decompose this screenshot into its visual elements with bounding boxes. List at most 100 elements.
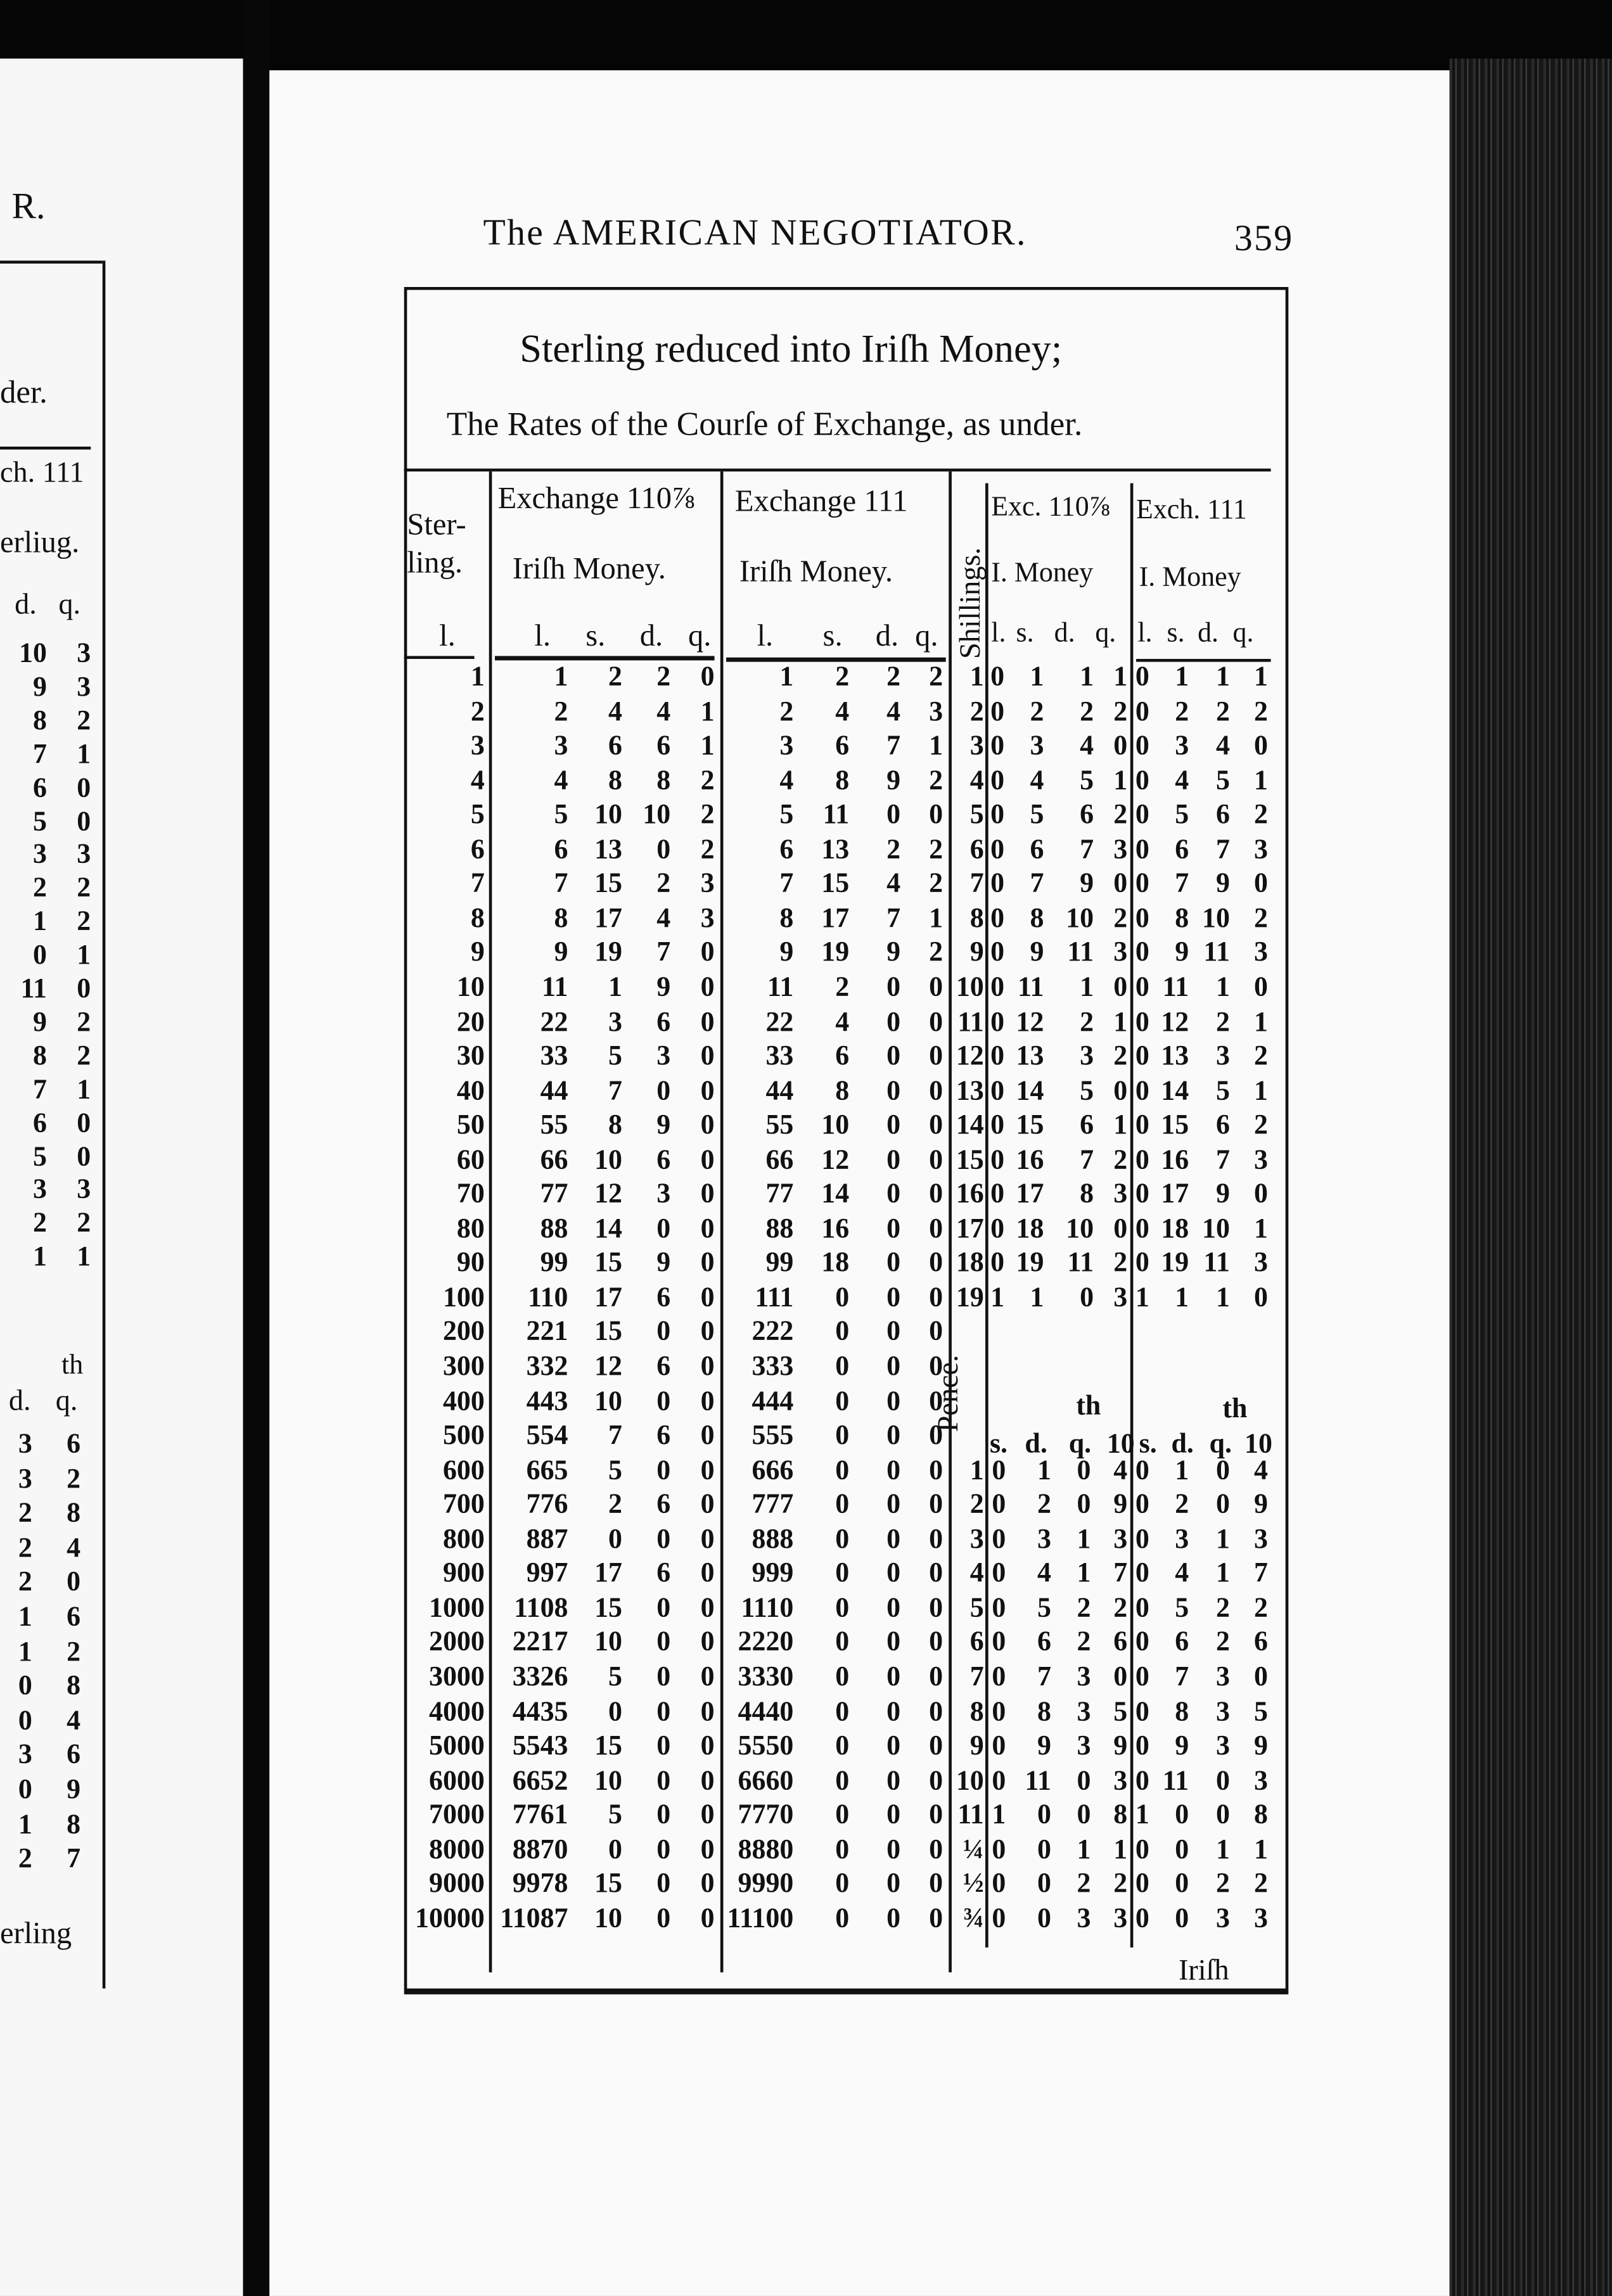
pence-exch-111-cell: 0 (1135, 1455, 1149, 1486)
left-page-cell: 1 (32, 1242, 47, 1273)
exchange-110-cell: 17 (594, 903, 623, 934)
exchange-110-cell: 0 (700, 972, 715, 1004)
exchange-110-cell: 0 (700, 1799, 715, 1831)
exchange-110-cell: 4435 (512, 1696, 568, 1728)
exchange-110-cell: 554 (526, 1420, 568, 1451)
left-page-cell: 3 (32, 839, 47, 871)
sterling-cell: 9 (470, 938, 485, 969)
exchange-110-cell: 0 (700, 1075, 715, 1107)
exchange-111-cell: 4 (835, 1006, 850, 1038)
exchange-111-cell: 0 (929, 1386, 944, 1417)
sterling-cell: 70 (456, 1179, 485, 1210)
shillings-exch-111-cell: 0 (1135, 938, 1149, 969)
exchange-111-cell: 19 (821, 938, 850, 969)
exchange-111-cell: 0 (929, 1351, 944, 1382)
pence-exc-110-cell: 1 (1113, 1834, 1128, 1865)
exchange-110-cell: 0 (700, 1110, 715, 1141)
exchange-110-cell: 0 (656, 1765, 671, 1796)
column-divider (489, 471, 492, 1973)
exchange-111-cell: 13 (821, 834, 850, 865)
exchange-110-cell: 7 (608, 1075, 623, 1107)
exchange-111-cell: 4 (835, 696, 850, 727)
left-page-cell: 0 (18, 1706, 32, 1737)
shillings-exch-111-cell: 0 (1254, 869, 1268, 900)
exchange-110-cell: 0 (700, 1524, 715, 1555)
exchange-110-cell: 0 (656, 834, 671, 865)
exchange-111-cell: 0 (886, 1524, 901, 1555)
pence-cell: 9 (969, 1730, 984, 1762)
table-frame (404, 286, 1289, 1994)
shillings-exch-111-cell: 1 (1175, 661, 1189, 693)
exchange-111-cell: 0 (929, 800, 944, 831)
shillings-exch-111-cell: 0 (1135, 1144, 1149, 1176)
exchange-111-cell: 0 (929, 1558, 944, 1590)
pence-exc-110-cell: 1 (992, 1799, 1006, 1831)
exchange-110-cell: 8 (656, 765, 671, 796)
sterling-cell: 8 (470, 903, 485, 934)
shillings-exc-110-cell: 10 (1066, 903, 1094, 934)
exchange-110-cell: 0 (700, 661, 715, 693)
exchange-110-cell: 2 (608, 1489, 623, 1521)
pence-exc-110-cell: 7 (1113, 1558, 1128, 1590)
shillings-exc-110-cell: 16 (1016, 1144, 1044, 1176)
exchange-111-cell: 0 (929, 1834, 944, 1865)
pence-unit-header: d. (1171, 1429, 1194, 1460)
unit-header: q. (915, 618, 938, 653)
exchange-111-cell: 0 (835, 1799, 850, 1831)
exchange-110-cell: 5 (608, 1041, 623, 1072)
exchange-110-cell: 665 (526, 1455, 568, 1486)
exchange-111-cell: 7 (886, 730, 901, 762)
pence-exch-111-cell: 1 (1135, 1799, 1149, 1831)
unit-header: d. (1054, 618, 1075, 649)
sterling-cell: 7 (470, 869, 485, 900)
shillings-exc-110-cell: 2 (1113, 903, 1128, 934)
sterling-cell: 700 (442, 1489, 485, 1521)
exchange-111-cell: 0 (886, 1627, 901, 1659)
pence-exch-111-cell: 6 (1175, 1627, 1189, 1659)
pence-exc-110-cell: 0 (992, 1765, 1006, 1796)
pence-exc-110-cell: 1 (1077, 1558, 1091, 1590)
pence-exc-110-cell: 3 (1077, 1696, 1091, 1728)
pence-exc-110-cell: 2 (1077, 1627, 1091, 1659)
pence-exc-110-cell: 7 (1037, 1662, 1052, 1693)
exchange-111-cell: 8880 (738, 1834, 794, 1865)
exchange-111-cell: 111 (755, 1282, 794, 1313)
sterling-cell: 1 (470, 661, 485, 693)
pence-exch-111-cell: 0 (1175, 1834, 1189, 1865)
pence-exc-110-cell: 9 (1113, 1489, 1128, 1521)
pence-exc-110-cell: 8 (1113, 1799, 1128, 1831)
exchange-110-cell: 0 (700, 1489, 715, 1521)
shillings-cell: 19 (956, 1282, 984, 1313)
shillings-exc-110-cell: 5 (1080, 1075, 1094, 1107)
pence-exc-110-cell: 5 (1113, 1696, 1128, 1728)
exchange-110-cell: 0 (700, 1144, 715, 1176)
shillings-exch-111-cell: 1 (1215, 661, 1230, 693)
exchange-110-cell: 0 (656, 1593, 671, 1624)
pence-exch-111-cell: 0 (1135, 1627, 1149, 1659)
shillings-exc-110-cell: 1 (990, 1282, 1005, 1313)
unit-header: s. (1167, 618, 1185, 649)
shillings-exch-111-cell: 13 (1161, 1041, 1189, 1072)
left-fragment: erliug. (0, 524, 80, 559)
unit-header: s. (1016, 618, 1034, 649)
shillings-exch-111-cell: 1 (1254, 1075, 1268, 1107)
exchange-110-cell: 2 (554, 696, 568, 727)
left-page-cell: 1 (77, 940, 91, 971)
exchange-110-cell: 5 (554, 800, 568, 831)
sterling-cell: 600 (442, 1455, 485, 1486)
pence-exc-110-cell: 0 (992, 1593, 1006, 1624)
exchange-111-cell: 0 (929, 1144, 944, 1176)
left-page-cell: 3 (18, 1429, 32, 1460)
shillings-exch-111-cell: 3 (1175, 730, 1189, 762)
shillings-exch-111-cell: 12 (1161, 1006, 1189, 1038)
exchange-110-cell: 15 (594, 1593, 623, 1624)
left-col-header: q. (55, 1385, 78, 1418)
shillings-cell: 15 (956, 1144, 984, 1176)
left-catchword: erling (0, 1915, 72, 1951)
sterling-cell: 400 (442, 1386, 485, 1417)
exchange-111-cell: 0 (835, 1420, 850, 1451)
unit-header: d. (639, 618, 663, 653)
sterling-cell: 5000 (429, 1730, 485, 1762)
exchange-111-cell: 0 (835, 1903, 850, 1934)
exchange-110-cell: 33 (540, 1041, 568, 1072)
